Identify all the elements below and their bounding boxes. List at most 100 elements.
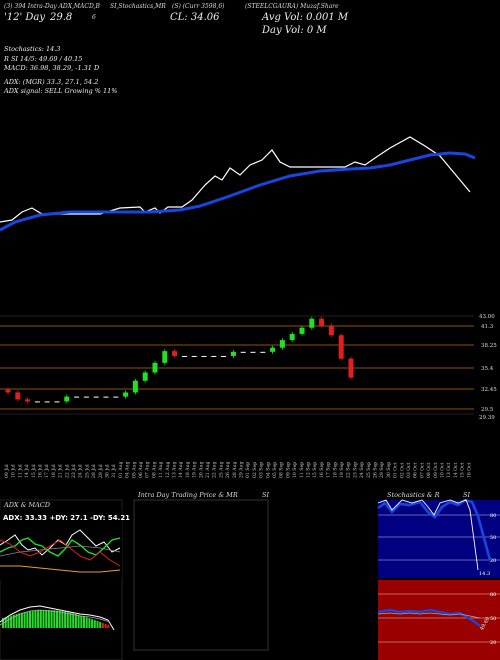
candle <box>221 355 227 357</box>
date-label: 28 Jul <box>91 464 97 478</box>
date-label: 26 Aug <box>225 461 231 478</box>
macd-line <box>0 136 471 223</box>
date-label: 01 Aug <box>118 461 124 478</box>
histogram-bar <box>45 610 48 628</box>
chart-title-right1: (S) (Curr 3598,6) <box>172 3 225 10</box>
date-label: 10 Jul <box>11 464 17 478</box>
avg-volume: Avg Vol: 0.001 M <box>262 12 349 23</box>
date-label: 16 Sep <box>319 462 325 478</box>
date-label: 23 Jul <box>71 464 77 478</box>
stoch-panel-si: SI <box>463 491 470 499</box>
date-label: 11 Sep <box>299 462 305 478</box>
histogram-bar <box>37 610 40 628</box>
price-label: 35.4 <box>481 366 494 372</box>
stoch-current: 14.3 <box>479 571 490 577</box>
candle <box>83 396 89 398</box>
date-label: 20 Aug <box>198 461 204 478</box>
date-label: 29 Jul <box>98 464 104 478</box>
histogram-bar <box>96 621 99 628</box>
date-label: 21 Aug <box>205 461 211 478</box>
histogram-bar <box>85 617 88 628</box>
histogram-bar <box>91 619 94 628</box>
date-label: 21 Jul <box>58 464 64 478</box>
date-label: 14 Jul <box>24 464 30 478</box>
date-label: 07 Oct <box>419 462 425 478</box>
date-label: 09 Jul <box>4 464 10 478</box>
date-label: 08 Oct <box>426 462 432 478</box>
candle <box>260 351 266 353</box>
chart-title-left: (3) 394 Intra-Day ADX,MACD,B <box>4 3 100 10</box>
histogram-bar <box>88 618 91 628</box>
macd-signal-line <box>0 151 476 232</box>
candlestick-series <box>5 316 354 404</box>
date-label: 05 Sep <box>272 462 278 478</box>
rsi-level: 50 <box>490 616 496 622</box>
price-label: 43.00 <box>479 314 495 320</box>
date-label: 30 Sep <box>386 462 392 478</box>
date-label: 18 Aug <box>185 461 191 478</box>
date-label: 15 Sep <box>312 462 318 478</box>
date-label: 07 Aug <box>145 461 151 478</box>
candle <box>191 355 197 357</box>
histogram-bar <box>42 610 45 628</box>
macd-readout: MACD: 36.98, 38.29, -1.31 D <box>4 64 100 72</box>
stoch-level: 20 <box>490 558 496 564</box>
candle <box>181 355 187 357</box>
date-label: 04 Aug <box>125 461 131 478</box>
date-label: 08 Aug <box>151 461 157 478</box>
rsi-readout: R SI 14/5: 49.69 / 40.15 <box>4 55 83 63</box>
candle <box>44 401 50 403</box>
date-label: 28 Aug <box>232 461 238 478</box>
date-label: 14 Aug <box>178 461 184 478</box>
date-label: 22 Jul <box>64 464 70 478</box>
candle <box>201 355 207 357</box>
stoch-level: 50 <box>490 535 496 541</box>
date-label: 04 Sep <box>265 462 271 478</box>
date-label: 12 Aug <box>165 461 171 478</box>
price-label: 29.5 <box>481 407 494 413</box>
date-label: 15 Oct <box>460 462 466 478</box>
histogram-bar <box>47 610 50 628</box>
candle <box>211 355 217 357</box>
price-label: 38.25 <box>481 343 497 349</box>
date-label: 22 Aug <box>212 461 218 478</box>
date-label: 06 Aug <box>138 461 144 478</box>
date-label: 19 Sep <box>339 462 345 478</box>
histogram-bar <box>83 616 85 628</box>
histogram-bar <box>26 611 29 628</box>
histogram-bar <box>99 622 102 628</box>
histogram-bar <box>53 610 56 628</box>
histogram-bar <box>20 612 23 628</box>
histogram-bar <box>74 614 77 628</box>
date-label: 18 Jul <box>51 464 57 478</box>
date-label: 10 Sep <box>292 462 298 478</box>
adx-signal-readout: ADX signal: SELL Growing % 11% <box>4 87 118 95</box>
histogram-bar <box>64 611 67 628</box>
date-label: 29 Aug <box>239 461 245 478</box>
day-open-value: 29.8 <box>50 12 73 23</box>
histogram-bar <box>23 612 26 628</box>
histogram-bar <box>101 623 104 628</box>
histogram-bar <box>4 617 7 628</box>
date-label: 29 Sep <box>379 462 385 478</box>
candle <box>74 396 80 398</box>
date-label: 14 Oct <box>453 462 459 478</box>
date-label: 02 Oct <box>399 462 405 478</box>
date-label: 09 Oct <box>433 462 439 478</box>
date-label: 03 Sep <box>259 462 265 478</box>
date-label: 05 Aug <box>131 461 137 478</box>
histogram-bar <box>10 615 13 628</box>
histogram-bar <box>107 625 110 628</box>
histogram-bar <box>15 614 18 628</box>
stoch-level: 80 <box>490 513 496 519</box>
chart-title-mid: SI,Stochastics,MR <box>110 3 166 10</box>
histogram-bar <box>29 611 31 628</box>
adx-readout: ADX: (MGR) 33.3, 27.1, 54.2 <box>4 78 99 86</box>
day-open-label: '12' Day <box>4 12 46 23</box>
histogram-bar <box>50 610 53 628</box>
macd-histogram <box>2 610 110 628</box>
date-label: 01 Sep <box>245 462 251 478</box>
histogram-bar <box>39 610 42 628</box>
histogram-bar <box>80 615 83 628</box>
histogram-bar <box>104 624 107 628</box>
